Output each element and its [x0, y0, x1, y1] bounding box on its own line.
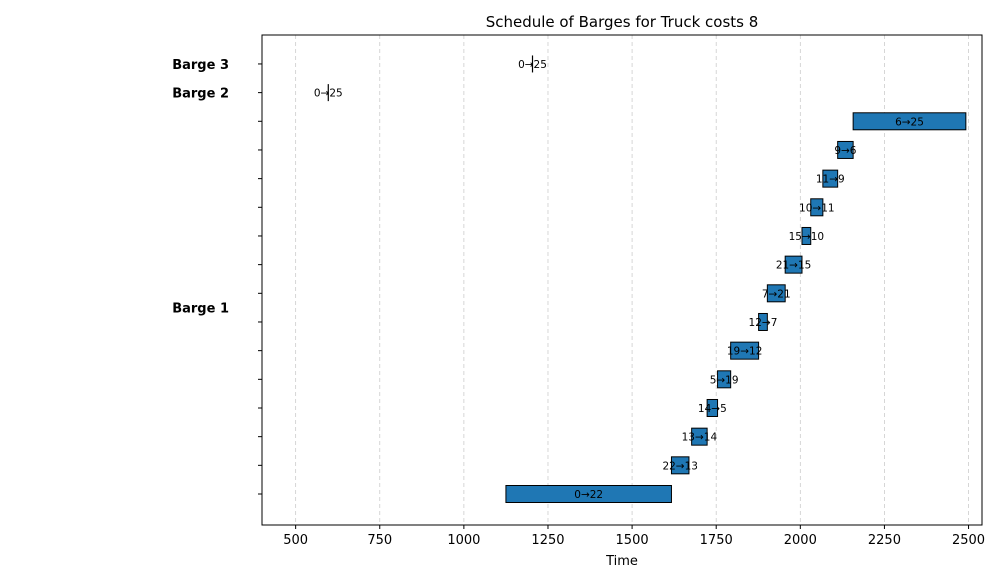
task-bar [730, 341, 760, 360]
task-label: 7→21 [762, 288, 791, 300]
barge-label: Barge 3 [172, 58, 229, 73]
task-bar [706, 398, 719, 417]
chart-title: Schedule of Barges for Truck costs 8 [486, 13, 759, 31]
x-axis-label: Time [605, 554, 638, 569]
x-tick-label: 1500 [616, 533, 649, 548]
task-bar [810, 198, 824, 217]
task-bar [766, 284, 786, 303]
x-tick-label: 1000 [447, 533, 480, 548]
x-tick-label: 1250 [531, 533, 564, 548]
task-label: 12→7 [749, 317, 778, 329]
task-label: 11→9 [816, 174, 845, 186]
task-label: 22→13 [662, 460, 698, 472]
task-label: 19→12 [727, 346, 763, 358]
task-bar [505, 485, 672, 503]
task-bar [784, 255, 803, 274]
task-bar [822, 169, 839, 188]
x-tick-label: 1750 [700, 533, 733, 548]
task-bar [717, 370, 732, 389]
task-bar [852, 112, 967, 131]
task-label: 6→25 [895, 116, 924, 128]
x-tick-label: 750 [367, 533, 392, 548]
x-axis: 500 750 1000 1250 1500 1750 2000 2250 2500 [283, 525, 985, 548]
task-label: 14→5 [698, 403, 727, 415]
task-label: 13→14 [682, 432, 718, 444]
task-label: 0→22 [574, 489, 603, 501]
task-label: 9→6 [834, 145, 856, 157]
task-label: 0→25 [518, 59, 547, 71]
task-bar [837, 140, 854, 159]
task-bar [691, 427, 708, 446]
x-tick-label: 500 [283, 533, 308, 548]
y-axis: Barge 3 Barge 2 Barge 1 [172, 58, 262, 495]
x-tick-label: 2500 [952, 533, 985, 548]
task-bar [758, 312, 768, 331]
task-label: 5→19 [710, 374, 739, 386]
grid-lines [295, 35, 969, 525]
task-label: 21→15 [776, 260, 812, 272]
plot-frame [261, 34, 983, 526]
x-tick-label: 2000 [784, 533, 817, 548]
task-bar [801, 226, 812, 245]
barge-label: Barge 1 [172, 302, 229, 317]
task-bar [670, 456, 690, 475]
task-label: 15→10 [789, 231, 825, 243]
x-tick-label: 2250 [868, 533, 901, 548]
task-bars: 0→22 22→13 13→14 14→5 5→19 19→12 12→7 7→21 21→15… [314, 55, 967, 503]
barge-label: Barge 2 [172, 87, 229, 102]
task-label: 10→11 [799, 202, 835, 214]
task-label: 0→25 [314, 88, 343, 100]
